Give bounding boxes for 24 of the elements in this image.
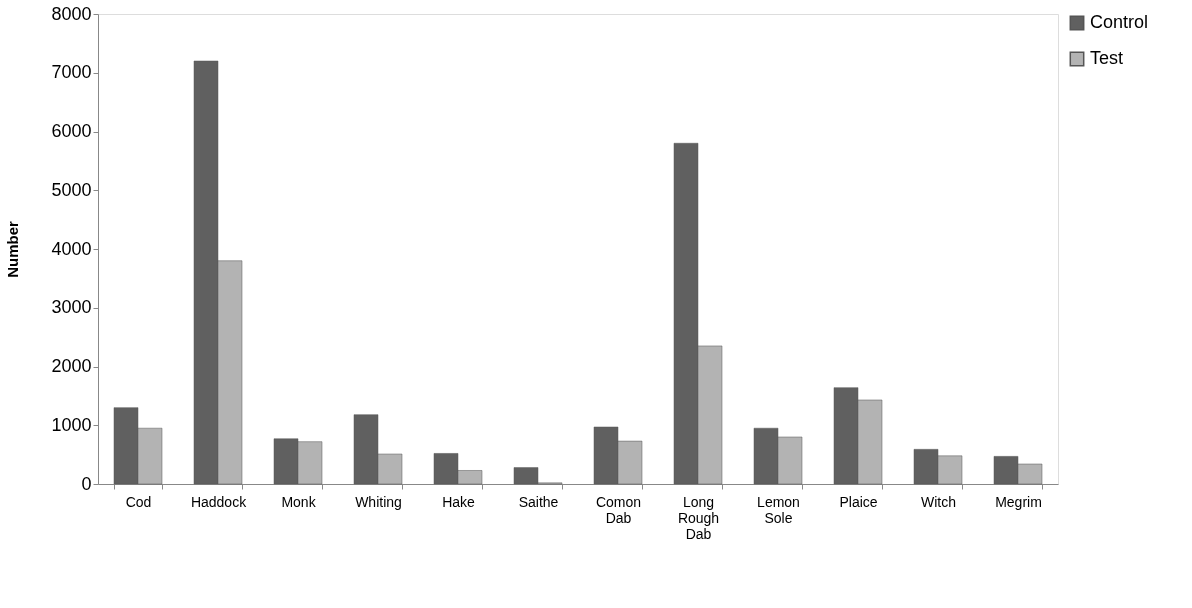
legend-label: Control xyxy=(1090,12,1149,32)
y-tick-label: 1000 xyxy=(51,414,92,435)
x-tick-label: Comon Dab xyxy=(595,493,642,526)
x-tick-label: Hake xyxy=(442,493,476,510)
legend-label: Test xyxy=(1090,48,1124,68)
x-tick-label: Plaice xyxy=(839,493,878,510)
y-tick-label: 7000 xyxy=(51,62,92,83)
x-tick-label: Witch xyxy=(921,493,956,510)
x-tick-label: Monk xyxy=(281,493,317,510)
y-axis-title: Number xyxy=(4,221,22,278)
x-tick-label: Cod xyxy=(125,493,152,510)
y-tick-label: 5000 xyxy=(51,179,92,200)
y-tick-label: 3000 xyxy=(51,297,92,318)
x-tick-label: Long Rough Dab xyxy=(677,493,720,542)
y-tick-label: 2000 xyxy=(51,356,92,376)
y-tick-label: 6000 xyxy=(51,121,92,141)
y-tick-label: 4000 xyxy=(51,238,92,259)
x-tick-label: Saithe xyxy=(518,493,559,510)
x-tick-label: Haddock xyxy=(190,493,248,510)
y-tick-label: 8000 xyxy=(51,3,92,24)
x-tick-label: Megrim xyxy=(995,493,1042,510)
x-tick-label: Whiting xyxy=(355,493,402,510)
x-tick-label: Lemon Sole xyxy=(757,493,800,526)
y-tick-label: 0 xyxy=(81,473,92,494)
